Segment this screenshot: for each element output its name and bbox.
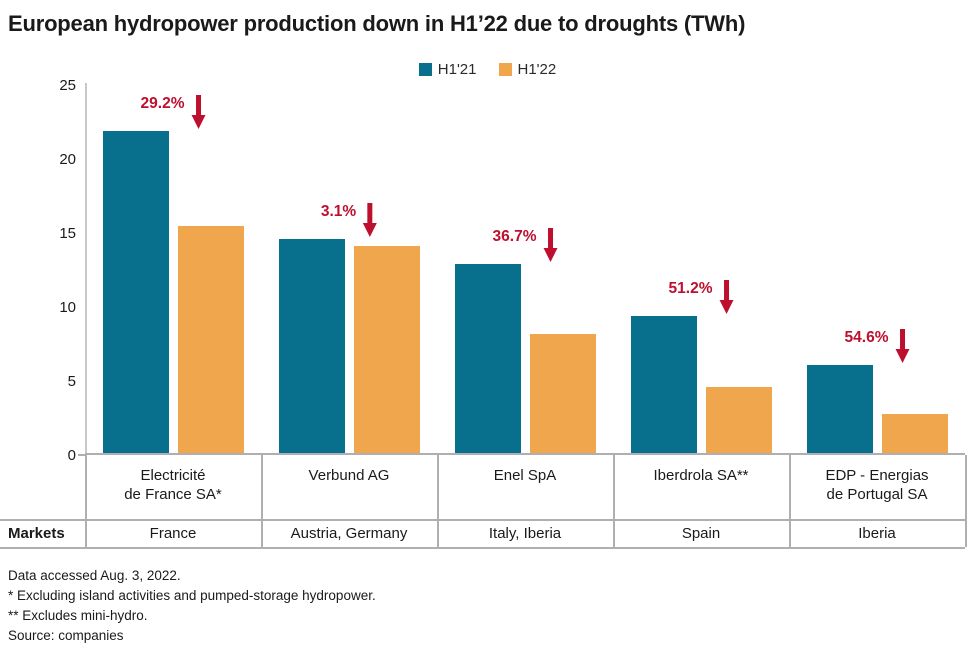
legend-swatch-h1-22 bbox=[498, 63, 512, 76]
table-column-divider bbox=[261, 455, 263, 547]
market-label-0: France bbox=[149, 524, 197, 542]
zero-tick-mark bbox=[78, 454, 85, 456]
footnote-double-asterisk: ** Excludes mini-hydro. bbox=[8, 608, 148, 623]
bar-h122-2 bbox=[529, 333, 596, 455]
legend-label-h1-22: H1'22 bbox=[517, 61, 557, 78]
down-arrow-icon bbox=[895, 328, 910, 368]
table-bottom-border bbox=[0, 547, 965, 549]
down-arrow-icon bbox=[719, 279, 734, 319]
market-label-3: Spain bbox=[681, 524, 721, 542]
table-column-divider bbox=[613, 455, 615, 547]
bar-h121-1 bbox=[278, 238, 345, 455]
company-label-0: Electricité de France SA* bbox=[85, 455, 261, 519]
company-label-line: EDP - Energias bbox=[825, 467, 929, 484]
decline-annotation-2: 36.7% bbox=[493, 228, 558, 267]
bar-h122-1 bbox=[353, 246, 420, 455]
down-arrow-icon bbox=[363, 202, 378, 242]
footnotes: Data accessed Aug. 3, 2022. * Excluding … bbox=[8, 566, 376, 646]
decline-annotation-3: 51.2% bbox=[668, 279, 734, 319]
decline-percent-label: 51.2% bbox=[668, 279, 713, 297]
bar-h121-2 bbox=[454, 264, 521, 455]
company-label-line: Verbund AG bbox=[308, 467, 390, 484]
company-label-3: Iberdrola SA** bbox=[613, 455, 789, 519]
footnote-source: Source: companies bbox=[8, 628, 124, 643]
decline-percent-label: 36.7% bbox=[492, 228, 537, 246]
footnote-asterisk: * Excluding island activities and pumped… bbox=[8, 588, 376, 603]
market-label-4: Iberia bbox=[858, 524, 896, 542]
decline-percent-label: 29.2% bbox=[140, 94, 185, 112]
y-axis-line bbox=[85, 83, 87, 455]
legend-label-h1-21: H1'21 bbox=[437, 61, 477, 78]
markets-row-header: Markets bbox=[8, 524, 65, 542]
table-column-divider bbox=[437, 455, 439, 547]
down-arrow-icon bbox=[543, 228, 558, 267]
decline-annotation-4: 54.6% bbox=[844, 328, 910, 368]
company-label-line: de Portugal SA bbox=[826, 486, 928, 503]
bar-h122-3 bbox=[705, 386, 772, 455]
legend: H1'21 H1'22 bbox=[0, 61, 975, 78]
baseline bbox=[85, 453, 965, 455]
company-label-line: Electricité bbox=[140, 467, 206, 484]
company-label-line: Iberdrola SA** bbox=[653, 467, 749, 484]
legend-item-h1-22: H1'22 bbox=[498, 61, 557, 78]
footnote-data-accessed: Data accessed Aug. 3, 2022. bbox=[8, 568, 181, 583]
y-axis-tick-label: 0 bbox=[67, 446, 76, 464]
decline-percent-label: 54.6% bbox=[844, 328, 889, 346]
bar-h122-4 bbox=[881, 413, 948, 455]
decline-annotation-1: 3.1% bbox=[320, 202, 378, 242]
down-arrow-icon bbox=[191, 94, 206, 134]
y-axis-tick-label: 5 bbox=[67, 372, 76, 390]
y-axis-tick-label: 20 bbox=[59, 150, 76, 168]
table-column-divider bbox=[789, 455, 791, 547]
decline-annotation-0: 29.2% bbox=[140, 94, 206, 134]
market-label-1: Austria, Germany bbox=[290, 524, 408, 542]
bar-h122-0 bbox=[177, 225, 244, 455]
company-label-line: Enel SpA bbox=[493, 467, 557, 484]
table-row-divider bbox=[0, 519, 965, 521]
chart-title: European hydropower production down in H… bbox=[8, 11, 746, 36]
table-column-divider bbox=[85, 455, 87, 547]
market-label-2: Italy, Iberia bbox=[488, 524, 562, 542]
company-label-line: de France SA* bbox=[124, 486, 222, 503]
decline-percent-label: 3.1% bbox=[320, 202, 357, 220]
table-column-divider bbox=[965, 455, 967, 547]
company-label-1: Verbund AG bbox=[261, 455, 437, 519]
legend-item-h1-21: H1'21 bbox=[418, 61, 477, 78]
y-axis-tick-label: 25 bbox=[59, 76, 76, 94]
y-axis-tick-label: 15 bbox=[59, 224, 76, 242]
bar-h121-4 bbox=[806, 364, 873, 455]
legend-swatch-h1-21 bbox=[418, 63, 432, 76]
bar-h121-0 bbox=[102, 130, 169, 455]
company-label-4: EDP - Energias de Portugal SA bbox=[789, 455, 965, 519]
bar-h121-3 bbox=[630, 315, 697, 455]
company-label-2: Enel SpA bbox=[437, 455, 613, 519]
y-axis-tick-label: 10 bbox=[59, 298, 76, 316]
